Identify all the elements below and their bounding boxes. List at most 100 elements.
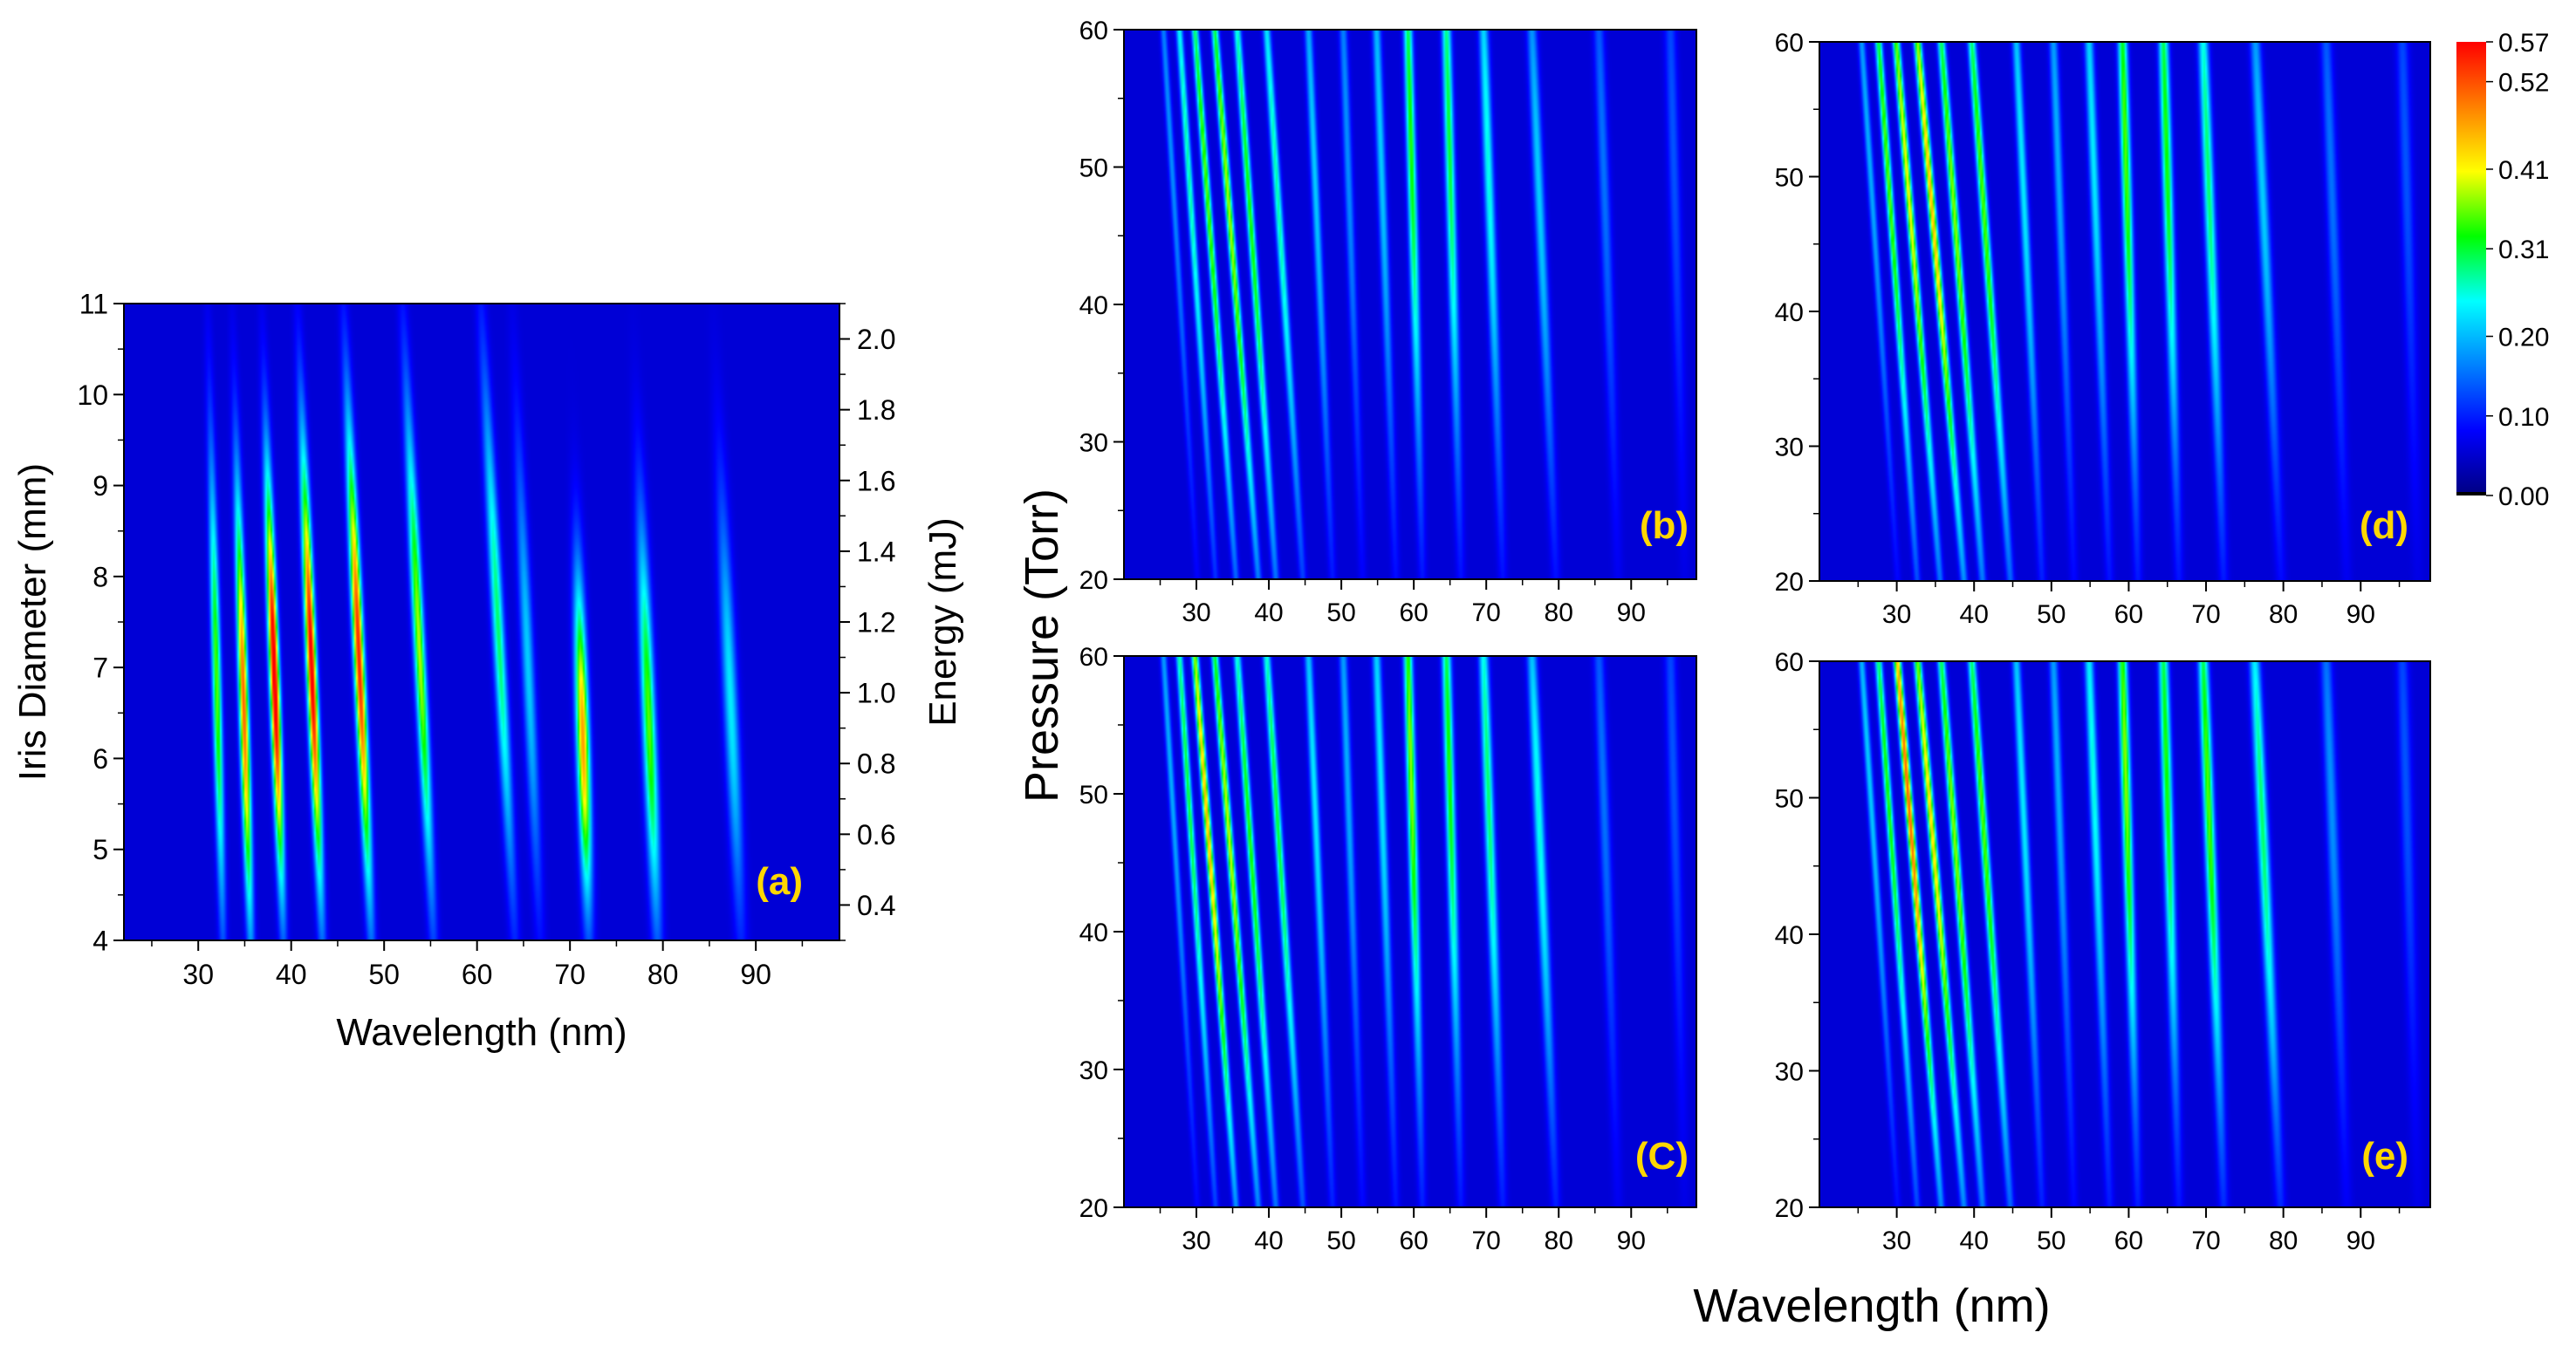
y-tick-label-e-40: 40 [1775, 921, 1804, 950]
chart-panel-a: 30 40 50 60 70 80 90 4 5 6 7 8 9 10 11 0.4 0.6 0.8 1.0 1.2 1… [11, 289, 964, 1054]
y2-tick-label-a-6: 1.6 [857, 465, 895, 496]
x-tick-label-d-70: 70 [2191, 600, 2220, 629]
chart-panel-d: 30 40 50 60 70 80 90 20 30 40 50 60 (d) [1775, 29, 2431, 629]
x-tick-label-a-40: 40 [276, 959, 307, 990]
x-tick-label-d-80: 80 [2269, 600, 2298, 629]
heatmap-image-b [1124, 30, 1696, 579]
colorbar-tick-label-4: 0.20 [2498, 324, 2549, 352]
x-tick-label-c-30: 30 [1182, 1227, 1210, 1255]
x-tick-label-b-90: 90 [1617, 598, 1646, 627]
y-tick-label-b-20: 20 [1079, 566, 1108, 595]
x-tick-label-b-50: 50 [1326, 598, 1355, 627]
x-tick-label-d-40: 40 [1960, 600, 1989, 629]
panel-label-b: (b) [1640, 504, 1689, 547]
y-tick-label-d-60: 60 [1775, 29, 1804, 58]
y-tick-label-a-10: 10 [77, 379, 108, 411]
chart-panel-b: 30 40 50 60 70 80 90 20 30 40 50 60 (b) [1079, 17, 1697, 627]
y-tick-label-a-4: 4 [92, 926, 108, 957]
colorbar-tick-label-6: 0.00 [2498, 482, 2549, 511]
y-tick-label-a-5: 5 [92, 834, 108, 865]
panel-label-d: (d) [2360, 504, 2408, 547]
x-tick-label-d-60: 60 [2114, 600, 2143, 629]
y-axis-label-a: Iris Diameter (mm) [11, 463, 54, 781]
colorbar-floor [2456, 492, 2486, 495]
colorbar-tick-label-2: 0.41 [2498, 156, 2549, 185]
y2-tick-label-a-4: 1.2 [857, 607, 895, 639]
colorbar-tick-label-5: 0.10 [2498, 403, 2549, 432]
y-tick-label-c-50: 50 [1079, 781, 1108, 810]
y2-tick-label-a-5: 1.4 [857, 536, 895, 567]
x-tick-label-e-40: 40 [1960, 1227, 1989, 1255]
y-tick-label-d-50: 50 [1775, 163, 1804, 192]
x-tick-label-b-30: 30 [1182, 598, 1210, 627]
y-tick-label-a-9: 9 [92, 470, 108, 502]
panel-label-e: (e) [2361, 1135, 2408, 1178]
y2-tick-label-a-3: 1.0 [857, 678, 895, 709]
y2-tick-label-a-1: 0.6 [857, 819, 895, 851]
shared-x-axis-label: Wavelength (nm) [1693, 1280, 2050, 1332]
panel-label-a: (a) [756, 860, 803, 903]
x-tick-label-e-90: 90 [2346, 1227, 2375, 1255]
heatmap-image-e [1819, 661, 2430, 1207]
x-tick-label-a-70: 70 [554, 959, 586, 990]
x-tick-label-d-90: 90 [2346, 600, 2375, 629]
heatmap-image-a [124, 304, 839, 940]
y-tick-label-e-20: 20 [1775, 1194, 1804, 1223]
heatmap-image-d [1819, 42, 2430, 581]
x-tick-label-b-60: 60 [1399, 598, 1428, 627]
x-tick-label-b-40: 40 [1254, 598, 1283, 627]
y-tick-label-b-50: 50 [1079, 154, 1108, 182]
colorbar-tick-label-1: 0.52 [2498, 69, 2549, 98]
y-tick-label-a-7: 7 [92, 653, 108, 684]
x-tick-label-a-30: 30 [182, 959, 214, 990]
x-tick-label-c-50: 50 [1326, 1227, 1355, 1255]
y-tick-label-e-30: 30 [1775, 1057, 1804, 1086]
x-tick-label-c-40: 40 [1254, 1227, 1283, 1255]
x-tick-label-e-60: 60 [2114, 1227, 2143, 1255]
y-tick-label-d-20: 20 [1775, 568, 1804, 597]
chart-panel-e: 30 40 50 60 70 80 90 20 30 40 50 60 (e) [1775, 648, 2431, 1255]
x-tick-label-c-70: 70 [1472, 1227, 1501, 1255]
y2-axis-label-a: Energy (mJ) [921, 517, 964, 727]
shared-y-axis-label: Pressure (Torr) [1016, 489, 1068, 803]
y-tick-label-c-60: 60 [1079, 643, 1108, 672]
y2-tick-label-a-0: 0.4 [857, 890, 895, 921]
x-tick-label-c-80: 80 [1545, 1227, 1573, 1255]
x-tick-label-a-90: 90 [740, 959, 771, 990]
x-tick-label-c-90: 90 [1617, 1227, 1646, 1255]
colorbar-tick-label-0: 0.57 [2498, 29, 2549, 58]
heatmap-image-c [1124, 656, 1696, 1207]
y-tick-label-b-60: 60 [1079, 17, 1108, 45]
x-tick-label-c-60: 60 [1399, 1227, 1428, 1255]
y-tick-label-a-8: 8 [92, 561, 108, 592]
x-tick-label-b-70: 70 [1472, 598, 1501, 627]
colorbar-gradient [2456, 42, 2486, 495]
y2-tick-label-a-7: 1.8 [857, 394, 895, 426]
y-tick-label-c-30: 30 [1079, 1056, 1108, 1085]
y-tick-label-c-20: 20 [1079, 1194, 1108, 1223]
y2-tick-label-a-8: 2.0 [857, 324, 895, 355]
x-tick-label-e-50: 50 [2037, 1227, 2066, 1255]
y2-tick-label-a-2: 0.8 [857, 748, 895, 780]
x-tick-label-d-30: 30 [1882, 600, 1911, 629]
y-tick-label-a-6: 6 [92, 743, 108, 775]
x-tick-label-e-80: 80 [2269, 1227, 2298, 1255]
y-tick-label-c-40: 40 [1079, 919, 1108, 947]
panel-label-c: (C) [1635, 1135, 1689, 1178]
chart-panel-c: 30 40 50 60 70 80 90 20 30 40 50 60 (C) [1079, 643, 1697, 1255]
x-tick-label-a-50: 50 [368, 959, 400, 990]
colorbar-tick-label-3: 0.31 [2498, 236, 2549, 264]
x-tick-label-e-70: 70 [2191, 1227, 2220, 1255]
y-tick-label-b-40: 40 [1079, 291, 1108, 320]
y-tick-label-d-40: 40 [1775, 298, 1804, 327]
y-tick-label-b-30: 30 [1079, 428, 1108, 457]
x-tick-label-d-50: 50 [2037, 600, 2066, 629]
y-tick-label-e-60: 60 [1775, 648, 1804, 677]
y-tick-label-e-50: 50 [1775, 784, 1804, 813]
x-tick-label-e-30: 30 [1882, 1227, 1911, 1255]
y-tick-label-a-11: 11 [79, 289, 108, 320]
x-tick-label-b-80: 80 [1545, 598, 1573, 627]
x-axis-label-a: Wavelength (nm) [336, 1011, 627, 1054]
y-tick-label-d-30: 30 [1775, 433, 1804, 461]
